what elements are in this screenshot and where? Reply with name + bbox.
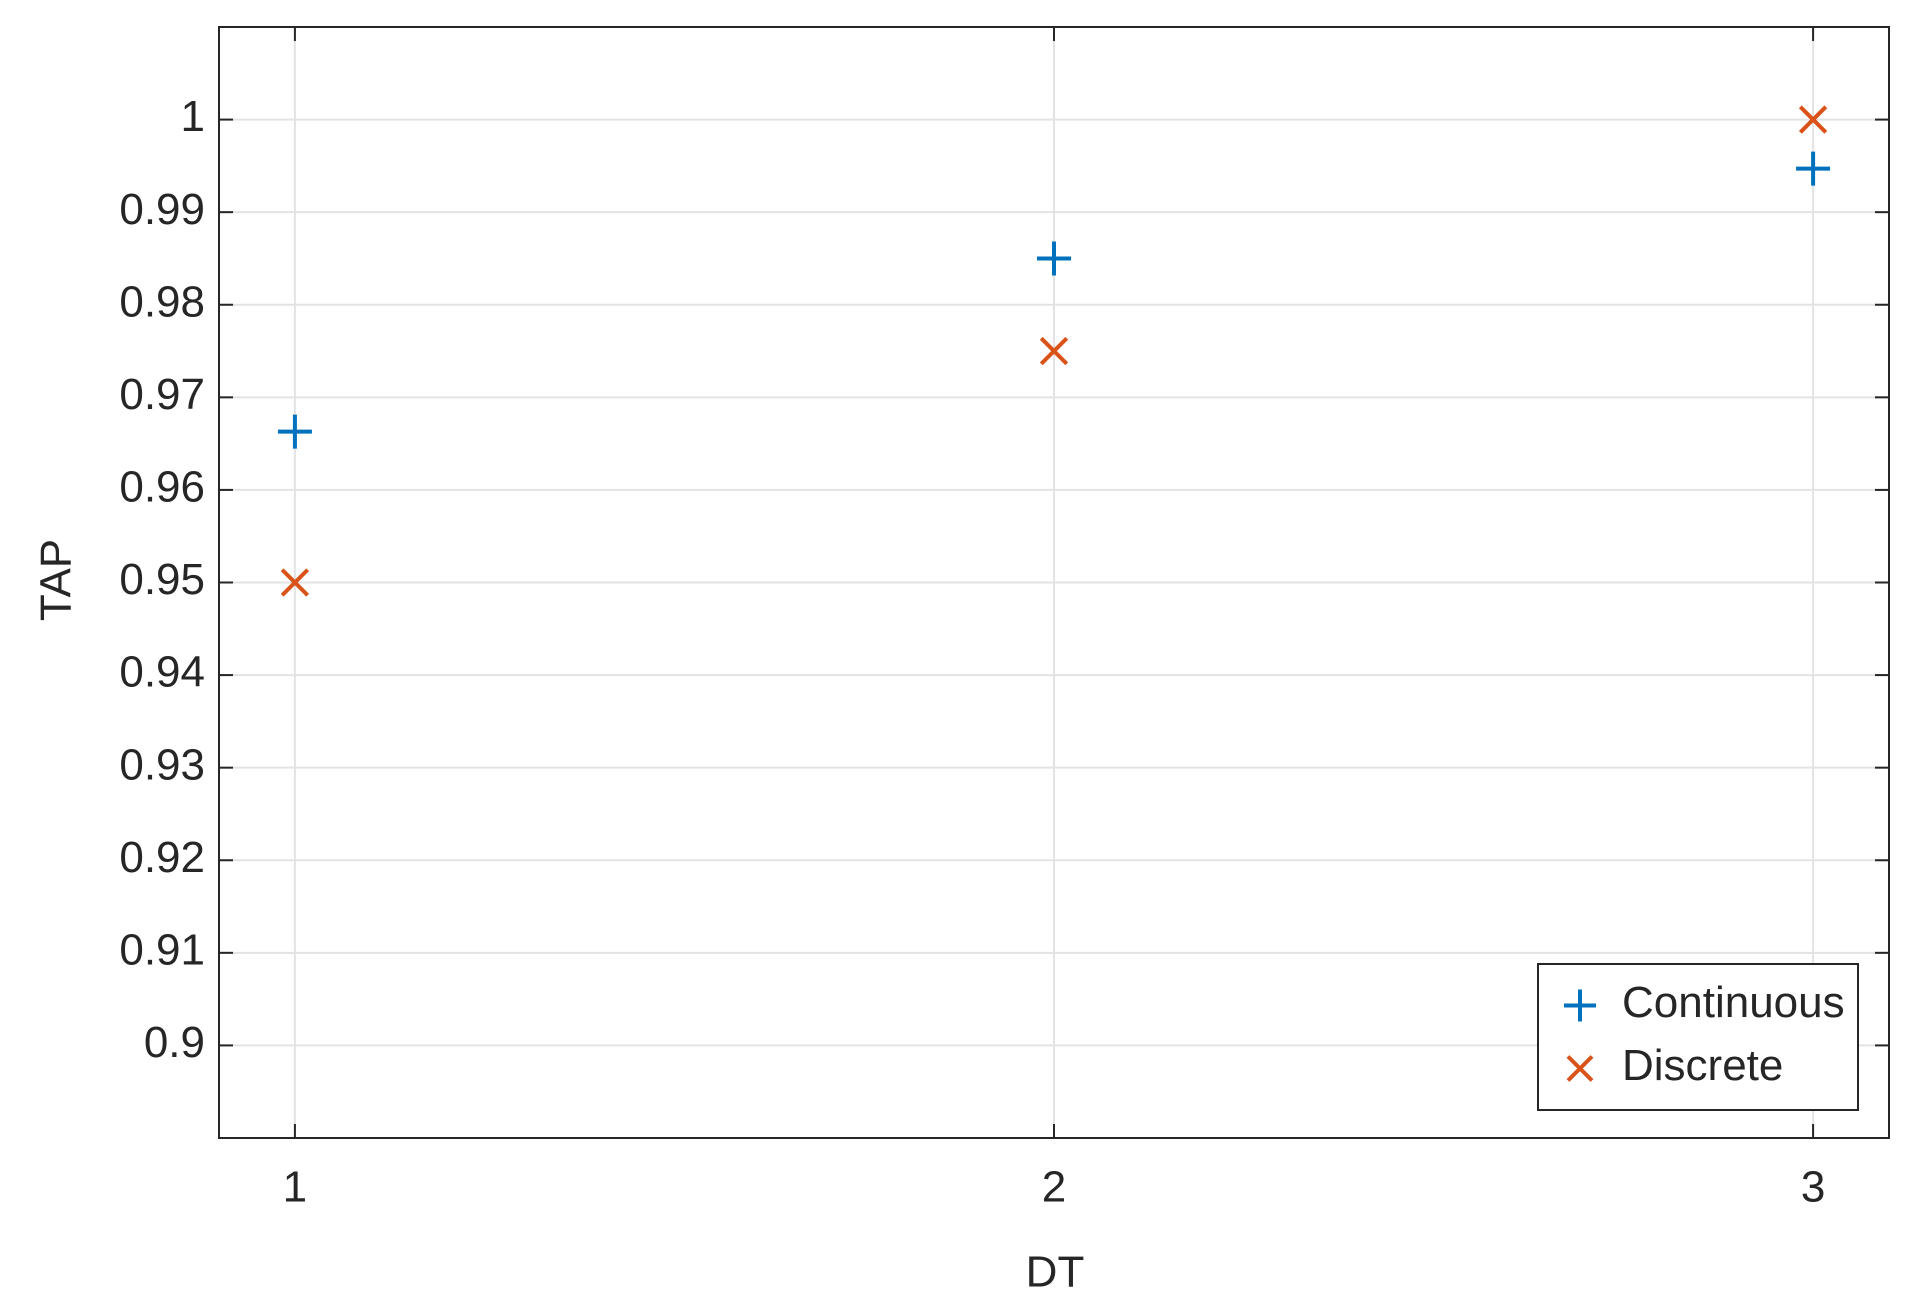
x-axis-label: DT bbox=[1026, 1248, 1085, 1297]
x-tick-label: 2 bbox=[1042, 1163, 1066, 1212]
y-tick-label: 0.94 bbox=[119, 648, 205, 697]
legend-label: Continuous bbox=[1622, 978, 1845, 1027]
x-tick-label: 1 bbox=[283, 1163, 307, 1212]
legend-marker bbox=[1564, 989, 1596, 1022]
y-axis-label: TAP bbox=[32, 539, 81, 621]
y-tick-label: 0.96 bbox=[119, 463, 205, 512]
legend-label: Discrete bbox=[1622, 1041, 1783, 1090]
marker bbox=[277, 414, 312, 449]
marker bbox=[1039, 336, 1069, 366]
y-tick-label: 0.97 bbox=[119, 370, 205, 419]
marker bbox=[1037, 241, 1071, 276]
y-tick-label: 0.92 bbox=[119, 833, 205, 882]
legend-box bbox=[1537, 963, 1859, 1111]
plot-frame bbox=[218, 26, 1890, 1139]
legend: Continuous Discrete bbox=[1537, 963, 1859, 1111]
y-tick-label: 0.9 bbox=[144, 1018, 205, 1067]
marker bbox=[1796, 151, 1831, 186]
y-tick-label: 0.91 bbox=[119, 925, 205, 974]
marker bbox=[280, 568, 310, 597]
x-tick-label: 3 bbox=[1801, 1163, 1825, 1212]
y-tick-label: 1 bbox=[181, 92, 205, 141]
y-tick-label: 0.98 bbox=[119, 277, 205, 326]
legend-marker bbox=[1566, 1055, 1594, 1082]
y-tick-label: 0.95 bbox=[119, 555, 205, 604]
y-tick-label: 0.99 bbox=[119, 185, 205, 234]
y-tick-label: 0.93 bbox=[119, 740, 205, 789]
marker bbox=[1798, 105, 1828, 134]
